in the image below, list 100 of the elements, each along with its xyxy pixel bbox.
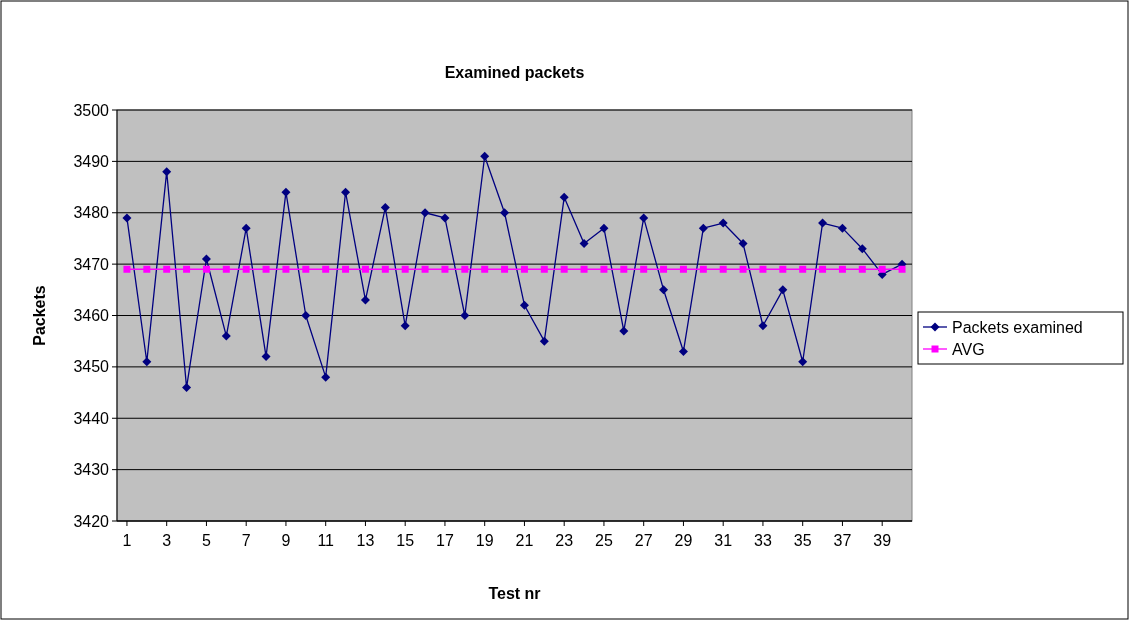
x-tick-label: 5 <box>201 532 211 549</box>
y-tick-label: 3490 <box>73 152 110 170</box>
y-tick-label: 3470 <box>73 255 110 273</box>
point <box>798 357 808 367</box>
x-tick-label: 33 <box>754 532 772 549</box>
x-tick-label: 39 <box>873 532 892 549</box>
point <box>360 295 370 305</box>
point <box>837 223 847 233</box>
point <box>539 336 549 346</box>
point <box>718 218 728 228</box>
point <box>857 244 867 254</box>
point <box>282 265 290 273</box>
point <box>461 265 469 273</box>
x-tick-label: 23 <box>555 532 574 549</box>
point <box>519 300 529 310</box>
x-tick-label: 3 <box>162 532 172 549</box>
point <box>162 167 172 177</box>
point <box>698 223 708 233</box>
point <box>501 265 509 273</box>
point <box>640 265 648 273</box>
point <box>481 265 489 273</box>
point <box>183 265 191 273</box>
point <box>381 265 389 273</box>
point <box>262 265 270 273</box>
point <box>579 239 589 249</box>
point <box>779 265 787 273</box>
point <box>182 382 192 392</box>
x-axis-title: Test nr <box>488 585 541 602</box>
point <box>201 254 211 264</box>
point <box>559 192 569 202</box>
point <box>301 311 311 320</box>
x-tick-label: 21 <box>515 532 534 549</box>
point <box>858 265 866 273</box>
x-tick-label: 35 <box>793 532 812 549</box>
point <box>441 265 449 273</box>
point <box>580 265 588 273</box>
point <box>222 265 230 273</box>
x-tick-label: 31 <box>714 532 733 549</box>
point <box>143 265 151 273</box>
point <box>202 265 210 273</box>
point <box>819 265 827 273</box>
point <box>142 357 152 367</box>
point <box>599 223 609 233</box>
point <box>322 265 330 273</box>
point <box>520 265 528 273</box>
point <box>261 352 271 362</box>
point <box>421 265 429 273</box>
point <box>778 285 788 295</box>
x-tick-label: 29 <box>674 532 693 549</box>
point <box>123 265 131 273</box>
point <box>660 265 668 273</box>
x-tick-label: 27 <box>634 532 653 549</box>
point <box>719 265 727 273</box>
x-tick-label: 13 <box>356 532 375 549</box>
point <box>321 372 331 382</box>
point <box>739 265 747 273</box>
point <box>163 265 171 273</box>
point <box>460 311 470 320</box>
point <box>759 265 767 273</box>
y-tick-label: 3500 <box>73 101 110 119</box>
point <box>699 265 707 273</box>
x-tick-label: 37 <box>833 532 852 549</box>
x-tick-label: 7 <box>241 532 251 549</box>
point <box>122 213 132 223</box>
legend-label: AVG <box>952 340 985 358</box>
point <box>361 265 369 273</box>
point <box>799 265 807 273</box>
y-tick-label: 3450 <box>73 358 110 376</box>
x-tick-label: 9 <box>281 532 291 549</box>
x-tick-label: 15 <box>396 532 415 549</box>
point <box>878 265 886 273</box>
point <box>401 265 409 273</box>
point <box>600 265 608 273</box>
x-tick-label: 17 <box>436 532 454 549</box>
point <box>758 321 768 331</box>
y-tick-label: 3420 <box>73 512 110 530</box>
y-tick-label: 3440 <box>73 409 110 427</box>
point <box>342 265 350 273</box>
point <box>838 265 846 273</box>
point <box>619 326 629 336</box>
point <box>898 265 906 273</box>
point <box>678 346 688 356</box>
point <box>241 223 251 233</box>
point <box>659 285 669 295</box>
legend-label: Packets examined <box>952 318 1083 336</box>
point <box>302 265 310 273</box>
x-tick-label: 11 <box>317 532 335 549</box>
point <box>540 265 548 273</box>
point <box>560 265 568 273</box>
point <box>242 265 250 273</box>
x-tick-label: 1 <box>122 532 132 549</box>
point <box>620 265 628 273</box>
point <box>341 187 351 197</box>
point <box>440 213 450 223</box>
point <box>738 239 748 249</box>
point <box>679 265 687 273</box>
chart-title: Examined packets <box>444 64 585 81</box>
x-tick-label: 25 <box>595 532 613 549</box>
point <box>480 151 490 161</box>
y-tick-label: 3480 <box>73 204 110 222</box>
